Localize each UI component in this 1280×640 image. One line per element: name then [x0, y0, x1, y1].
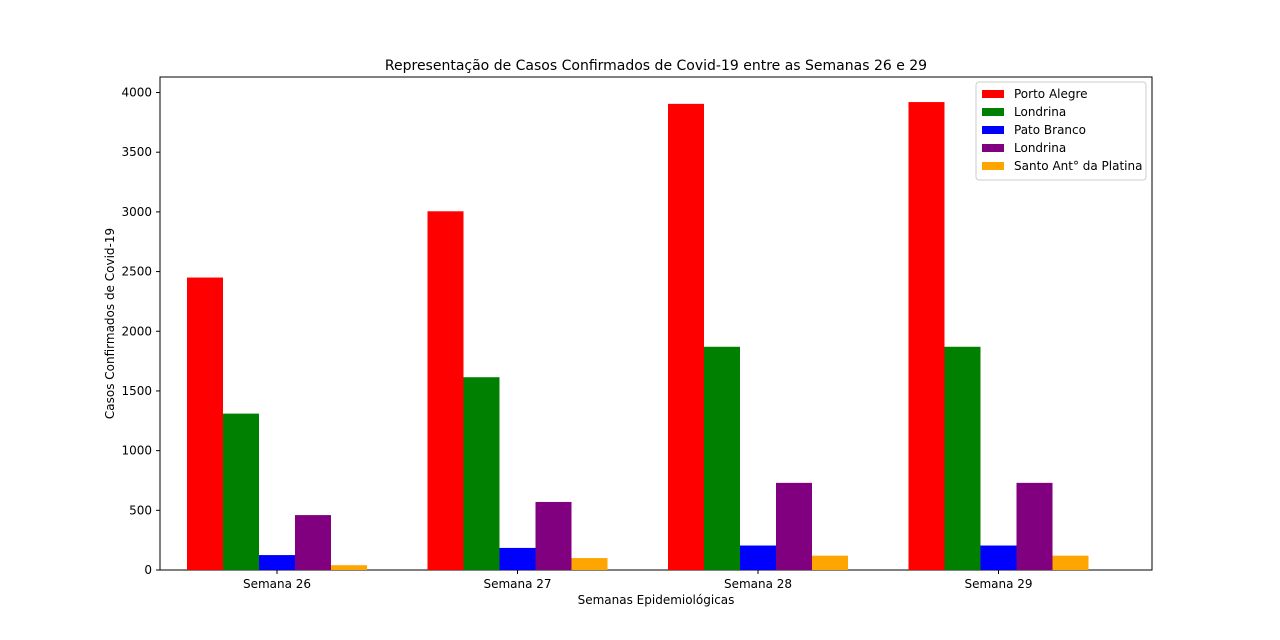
bar-santo-ant-da-platina-5-semana-26 — [331, 565, 367, 570]
bar-londrina-2-semana-26 — [223, 413, 259, 570]
legend-label: Londrina — [1014, 105, 1066, 119]
legend-label: Santo Ant° da Platina — [1014, 159, 1142, 173]
legend-swatch — [982, 108, 1004, 116]
legend-label: Pato Branco — [1014, 123, 1086, 137]
bar-londrina-4-semana-28 — [776, 482, 812, 570]
bar-londrina-2-semana-28 — [704, 346, 740, 570]
y-tick-label: 2000 — [121, 324, 152, 338]
chart-title: Representação de Casos Confirmados de Co… — [385, 58, 927, 74]
bar-pato-branco-3-semana-26 — [259, 555, 295, 570]
x-tick-label: Semana 27 — [483, 577, 551, 591]
y-tick-label: 2500 — [121, 265, 152, 279]
bar-santo-ant-da-platina-5-semana-27 — [571, 558, 608, 570]
bar-londrina-2-semana-29 — [944, 346, 981, 570]
legend-label: Porto Alegre — [1014, 87, 1088, 101]
legend-label: Londrina — [1014, 141, 1066, 155]
bar-santo-ant-da-platina-5-semana-28 — [812, 555, 848, 570]
bar-londrina-4-semana-29 — [1016, 482, 1053, 570]
legend-swatch — [982, 90, 1004, 98]
x-tick-label: Semana 26 — [243, 577, 311, 591]
bars — [187, 102, 1089, 571]
bar-londrina-2-semana-27 — [463, 377, 500, 570]
plot-frame — [159, 76, 1153, 571]
legend-swatch — [982, 144, 1004, 152]
y-tick-label: 4000 — [121, 86, 152, 100]
bar-porto-alegre-1-semana-28 — [668, 103, 704, 571]
plot-area: 0 500 1000 1500 2000 2500 3000 3500 4000 Semana … — [121, 76, 1153, 591]
x-tick-label: Semana 28 — [724, 577, 792, 591]
y-tick-label: 3000 — [121, 205, 152, 219]
bar-porto-alegre-1-semana-29 — [908, 102, 945, 570]
y-tick-label: 3500 — [121, 145, 152, 159]
y-axis: 0 500 1000 1500 2000 2500 3000 3500 4000 — [121, 86, 160, 577]
y-axis-label: Casos Confirmados de Covid-19 — [103, 228, 117, 419]
bar-pato-branco-3-semana-28 — [740, 545, 776, 570]
x-tick-label: Semana 29 — [964, 577, 1032, 591]
y-tick-label: 1500 — [121, 384, 152, 398]
bar-londrina-4-semana-27 — [535, 501, 572, 570]
legend-swatch — [982, 162, 1004, 170]
bar-porto-alegre-1-semana-26 — [187, 277, 223, 570]
y-tick-label: 0 — [144, 563, 152, 577]
bar-pato-branco-3-semana-27 — [499, 547, 536, 570]
y-tick-label: 500 — [129, 503, 152, 517]
bar-santo-ant-da-platina-5-semana-29 — [1052, 555, 1089, 570]
x-axis: Semana 26 Semana 27 Semana 28 Semana 29 — [243, 570, 1033, 591]
bar-porto-alegre-1-semana-27 — [427, 211, 464, 571]
bar-londrina-4-semana-26 — [295, 515, 331, 570]
x-axis-label: Semanas Epidemiológicas — [578, 593, 735, 607]
legend: Porto Alegre Londrina Pato Branco Londrina S… — [975, 81, 1147, 181]
legend-box — [975, 81, 1147, 181]
bar-pato-branco-3-semana-29 — [980, 545, 1017, 570]
y-tick-label: 1000 — [121, 444, 152, 458]
legend-swatch — [982, 126, 1004, 134]
